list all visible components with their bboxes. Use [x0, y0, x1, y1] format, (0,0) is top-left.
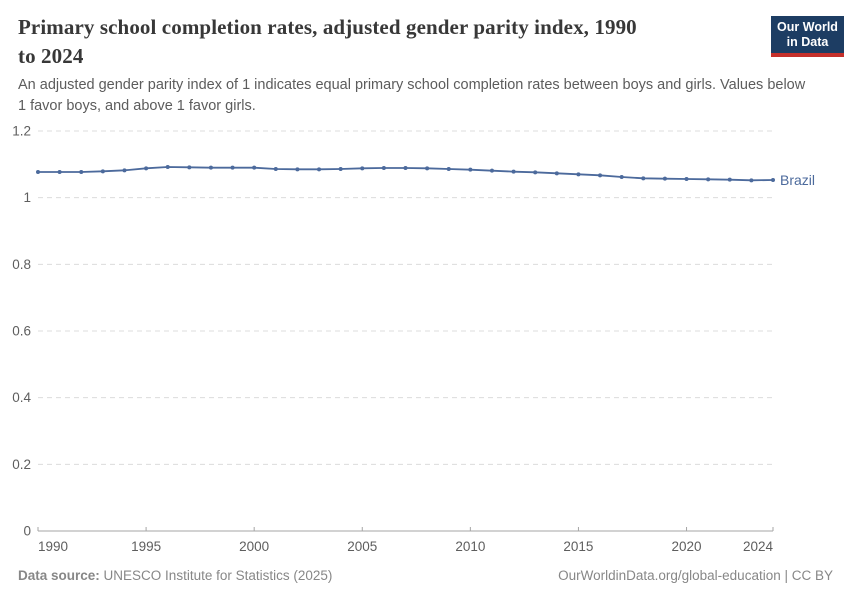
data-point[interactable]	[727, 177, 732, 182]
owid-logo-line2: in Data	[786, 35, 829, 49]
footer-credit-link[interactable]: OurWorldinData.org/global-education | CC…	[558, 568, 833, 583]
data-point[interactable]	[468, 167, 473, 172]
data-point[interactable]	[771, 178, 775, 182]
x-tick-label: 1995	[131, 539, 161, 554]
data-source-label: Data source:	[18, 568, 100, 583]
x-tick-label: 1990	[38, 539, 68, 554]
chart-title-line2: to 2024	[18, 44, 84, 68]
chart-title: Primary school completion rates, adjuste…	[18, 13, 637, 71]
data-point[interactable]	[36, 170, 40, 174]
data-point[interactable]	[295, 167, 300, 172]
y-tick-label: 0	[23, 524, 31, 539]
owid-logo-line1: Our World	[777, 20, 838, 34]
y-tick-label: 0.4	[12, 390, 31, 405]
data-point[interactable]	[489, 168, 494, 173]
y-tick-label: 0.6	[12, 324, 31, 339]
data-point[interactable]	[208, 165, 213, 170]
y-tick-label: 0.8	[12, 257, 31, 272]
data-point[interactable]	[360, 166, 365, 171]
data-point[interactable]	[403, 166, 408, 170]
y-tick-label: 1	[23, 190, 31, 205]
data-point[interactable]	[706, 177, 711, 182]
data-point[interactable]	[100, 169, 105, 174]
data-point[interactable]	[684, 177, 689, 181]
x-tick-label: 2020	[672, 539, 702, 554]
data-point[interactable]	[338, 167, 343, 171]
data-point[interactable]	[749, 178, 754, 183]
data-point[interactable]	[57, 170, 62, 174]
y-tick-label: 1.2	[12, 124, 31, 139]
data-point[interactable]	[144, 166, 149, 171]
x-tick-label: 2005	[347, 539, 377, 554]
x-tick-label: 2024	[743, 539, 774, 554]
data-point[interactable]	[252, 165, 257, 170]
chart-subtitle: An adjusted gender parity index of 1 ind…	[18, 77, 806, 114]
series-brazil[interactable]: Brazil	[36, 165, 815, 188]
data-point[interactable]	[187, 165, 192, 170]
x-tick-label: 2015	[563, 539, 593, 554]
data-point[interactable]	[598, 173, 603, 178]
data-point[interactable]	[662, 176, 667, 181]
data-point[interactable]	[511, 169, 516, 174]
data-point[interactable]	[446, 167, 451, 171]
data-point[interactable]	[273, 167, 278, 171]
data-point[interactable]	[122, 168, 127, 173]
data-point[interactable]	[230, 165, 235, 170]
x-tick-label: 2000	[239, 539, 269, 554]
data-point[interactable]	[576, 172, 581, 177]
data-point[interactable]	[533, 170, 538, 175]
data-point[interactable]	[79, 170, 84, 174]
data-point[interactable]	[317, 167, 322, 172]
y-tick-label: 0.2	[12, 457, 31, 472]
footer-data-source: Data source: UNESCO Institute for Statis…	[18, 568, 332, 583]
data-point[interactable]	[619, 175, 624, 179]
data-point[interactable]	[381, 166, 386, 170]
owid-logo: Our World in Data	[771, 16, 844, 57]
data-point[interactable]	[425, 166, 430, 171]
data-point[interactable]	[641, 176, 646, 181]
data-point[interactable]	[165, 165, 170, 169]
data-point[interactable]	[554, 171, 559, 176]
series-end-label[interactable]: Brazil	[780, 172, 815, 188]
chart-title-line1: Primary school completion rates, adjuste…	[18, 15, 637, 39]
x-tick-label: 2010	[455, 539, 485, 554]
data-source-text: UNESCO Institute for Statistics (2025)	[103, 568, 333, 583]
